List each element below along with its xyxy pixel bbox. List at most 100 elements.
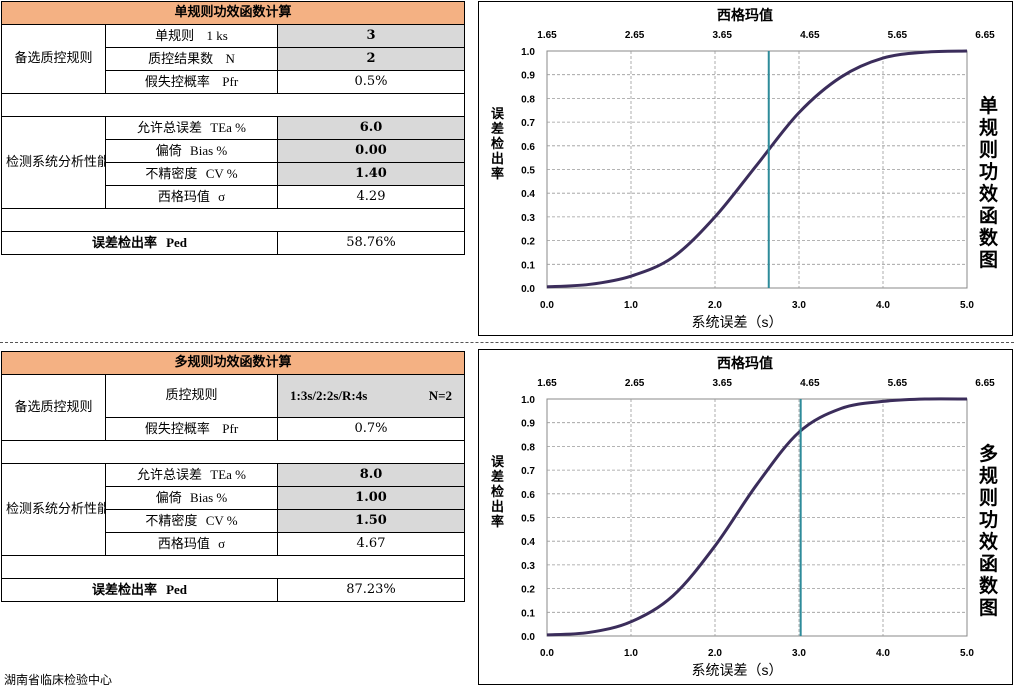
bias-value-input[interactable]: 1.00 [276,486,466,510]
multi-rule-power-chart: 0.0 0.1 0.2 0.3 0.4 0.5 0.6 0.7 0.8 0.9 1.0 0.0 1.0 2… [491,355,999,678]
cv-code: CV % [205,512,238,528]
y-axis-title: 误差检出率 [491,106,505,181]
tea-value-input[interactable]: 6.0 [276,116,466,140]
pfr-value: 0.7% [276,417,466,441]
rule-code: 1 ks [206,27,228,43]
multi-n-value: N=2 [428,388,453,403]
multi-rule-code: 1:3s/2:2s/R:4s [290,388,368,403]
y-tick-label: 0.9 [521,71,535,82]
tea-label-cell: 允许总误差 TEa % [105,116,278,140]
y-tick-label: 0.3 [521,213,535,224]
rule-label: 单规则 [155,28,195,44]
top-axis-tick-label: 5.65 [888,30,908,41]
top-axis-tick-label: 1.65 [537,378,557,389]
pfr-code: Pfr [222,73,239,89]
y-tick-label: 0.5 [521,166,535,177]
power-curve [546,49,968,289]
pfr-code: Pfr [222,420,239,436]
sigma-code: σ [218,535,226,551]
x-tick-label: 2.0 [708,300,722,311]
y-tick-label: 0.1 [521,608,535,619]
pfr-label: 假失控概率 [144,74,210,90]
y-tick-label: 0.4 [521,189,535,200]
y-axis-title: 误差检出率 [491,454,505,529]
top-axis-tick-label: 1.65 [537,30,557,41]
tea-code: TEa % [210,119,246,135]
system-performance-group-label: 检测系统分析性能 [1,463,106,556]
y-tick-label: 0.8 [521,94,535,105]
bias-label: 偏倚 [155,490,182,506]
bias-label-cell: 偏倚 Bias % [105,139,278,163]
tea-label: 允许总误差 [136,467,202,483]
n-label-cell: 质控结果数 N [105,47,278,71]
ped-value: 58.76% [276,231,466,255]
single-rule-power-chart: 0.0 0.1 0.2 0.3 0.4 0.5 0.6 0.7 0.8 0.9 1.0 0.0 1.0 2… [491,7,999,330]
spacer-row [0,208,466,232]
top-axis-title: 西格玛值 [717,355,773,371]
ped-label-cell: 误差检出率 Ped [1,231,278,255]
n-code: N [225,50,235,66]
side-chart-title: 单规则功效函数图 [979,94,999,271]
single-rule-panel: 单规则功效函数计算 备选质控规则 单规则 1 ks 3 质控结果数 N 2 假失… [0,1,466,255]
candidate-rules-group-label: 备选质控规则 [1,374,106,441]
rule-value-input[interactable]: 3 [276,24,466,48]
tea-value-input[interactable]: 8.0 [276,463,466,487]
sigma-code: σ [218,188,226,204]
single-rule-chart: 0.0 0.1 0.2 0.3 0.4 0.5 0.6 0.7 0.8 0.9 1.0 0.0 1.0 2… [478,1,1013,336]
top-axis-tick-label: 6.65 [975,30,995,41]
tea-code: TEa % [210,466,246,482]
sigma-label: 西格玛值 [157,536,210,552]
top-axis-tick-label: 3.65 [712,378,732,389]
side-chart-title: 多规则功效函数图 [979,442,999,619]
top-axis-tick-label: 2.65 [625,30,645,41]
spacer-row [0,440,466,464]
qc-rules-label: 质控规则 [105,374,278,418]
y-tick-label: 0.2 [521,237,535,248]
x-tick-label: 4.0 [876,648,890,659]
x-tick-label: 2.0 [708,648,722,659]
x-tick-label: 4.0 [876,300,890,311]
spacer-row [0,555,466,579]
system-performance-group-label: 检测系统分析性能 [1,116,106,209]
bias-code: Bias % [190,489,228,505]
qc-rules-value-input[interactable]: 1:3s/2:2s/R:4s N=2 [276,374,466,418]
x-tick-label: 0.0 [540,648,554,659]
sigma-value: 4.67 [276,532,466,556]
top-axis-title: 西格玛值 [717,7,773,23]
y-tick-label: 0.6 [521,142,535,153]
multi-rule-table: 多规则功效函数计算 备选质控规则 质控规则 1:3s/2:2s/R:4s N=2… [0,351,466,602]
pfr-value: 0.5% [276,70,466,94]
section-divider [0,342,1014,343]
pfr-label-cell: 假失控概率 Pfr [105,417,278,441]
sigma-label-cell: 西格玛值 σ [105,185,278,209]
y-tick-label: 0.0 [521,632,535,643]
bias-label-cell: 偏倚 Bias % [105,486,278,510]
y-tick-label: 1.0 [521,395,535,406]
x-axis-title: 系统误差（s） [692,314,783,330]
ped-label-cell: 误差检出率 Ped [1,578,278,602]
x-tick-label: 5.0 [960,300,974,311]
spacer-row [0,93,466,117]
cv-code: CV % [205,165,238,181]
y-tick-label: 0.1 [521,260,535,271]
top-axis-tick-label: 4.65 [800,378,820,389]
ped-label: 误差检出率 [91,582,157,598]
multi-rule-panel: 多规则功效函数计算 备选质控规则 质控规则 1:3s/2:2s/R:4s N=2… [0,351,466,602]
qc-rules-value: 1:3s/2:2s/R:4s N=2 [282,388,460,404]
y-tick-label: 0.7 [521,466,535,477]
n-value-input[interactable]: 2 [276,47,466,71]
sigma-value: 4.29 [276,185,466,209]
x-tick-label: 1.0 [624,300,638,311]
top-axis-tick-label: 6.65 [975,378,995,389]
cv-value-input[interactable]: 1.40 [276,162,466,186]
bias-code: Bias % [190,142,228,158]
y-tick-label: 0.7 [521,118,535,129]
ped-code: Ped [166,581,188,597]
cv-label: 不精密度 [145,166,198,182]
top-axis-tick-label: 4.65 [800,30,820,41]
x-tick-label: 5.0 [960,648,974,659]
cv-label-cell: 不精密度 CV % [105,509,278,533]
candidate-rules-group-label: 备选质控规则 [1,24,106,94]
cv-value-input[interactable]: 1.50 [276,509,466,533]
bias-value-input[interactable]: 0.00 [276,139,466,163]
